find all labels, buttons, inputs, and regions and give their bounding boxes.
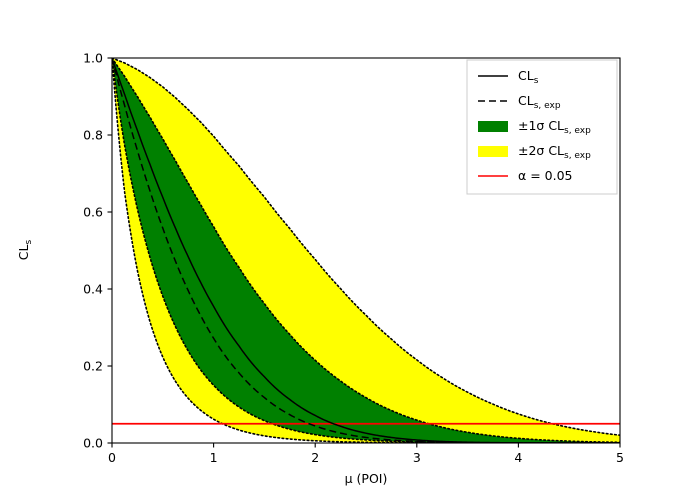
- legend-label-main: ±1σ CL: [518, 118, 564, 133]
- legend-label: CLs, exp: [518, 93, 561, 111]
- legend-label-main: CL: [518, 93, 534, 108]
- band-2sigma-upper-edge: [112, 58, 620, 436]
- x-tick-label: 1: [210, 450, 218, 465]
- legend-label: α = 0.05: [518, 168, 573, 183]
- band-1sigma-lower-edge: [112, 58, 620, 443]
- x-tick-label: 0: [108, 450, 116, 465]
- axes-spines: [111, 57, 621, 444]
- y-tick-label: 1.0: [83, 51, 103, 66]
- legend-label-sub: s, exp: [564, 126, 591, 136]
- svg-text:CLs: CLs: [16, 240, 34, 261]
- x-tick-label: 2: [311, 450, 319, 465]
- y-axis-label: CLs: [16, 240, 34, 261]
- legend-label-main: ±2σ CL: [518, 143, 564, 158]
- legend-label-sub: s, exp: [564, 151, 591, 161]
- legend-label-main: CL: [518, 68, 534, 83]
- legend-label-sub: s, exp: [534, 101, 561, 111]
- x-tick-label: 5: [616, 450, 624, 465]
- legend-label: ±2σ CLs, exp: [518, 143, 591, 161]
- legend-swatch: [478, 121, 508, 132]
- y-axis-label-main: CL: [16, 244, 31, 260]
- y-tick-label: 0.2: [83, 359, 103, 374]
- y-axis-label-sub: s: [24, 240, 34, 245]
- legend-label-main: α = 0.05: [518, 168, 573, 183]
- x-tick-label: 3: [413, 450, 421, 465]
- band-1sigma-upper-edge: [112, 58, 620, 443]
- legend-label: ±1σ CLs, exp: [518, 118, 591, 136]
- cls-expected-curve: [112, 58, 620, 443]
- legend-label: CLs: [518, 68, 539, 86]
- y-tick-label: 0.8: [83, 128, 103, 143]
- x-axis-label: μ (POI): [345, 471, 388, 486]
- y-axis-ticks: 0.0 0.2 0.4 0.6 0.8 1.0: [83, 51, 112, 451]
- legend-swatch: [478, 146, 508, 157]
- y-tick-label: 0.0: [83, 436, 103, 451]
- x-axis-ticks: 0 1 2 3 4 5: [108, 443, 624, 465]
- x-tick-label: 4: [514, 450, 522, 465]
- legend-label-sub: s: [534, 76, 539, 86]
- y-tick-label: 0.4: [83, 282, 103, 297]
- y-tick-label: 0.6: [83, 205, 103, 220]
